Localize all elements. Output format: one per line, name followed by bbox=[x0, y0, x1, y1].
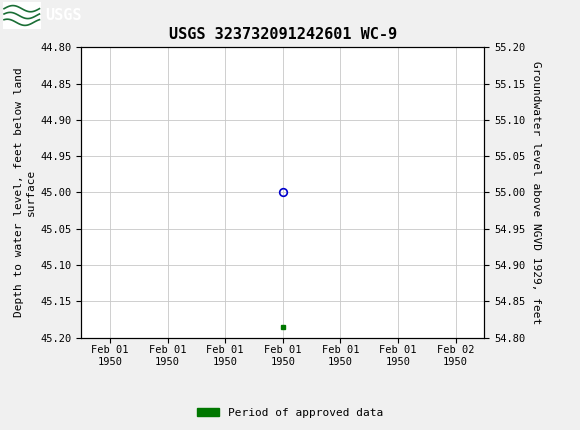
Y-axis label: Depth to water level, feet below land
surface: Depth to water level, feet below land su… bbox=[14, 68, 36, 317]
Legend: Period of approved data: Period of approved data bbox=[193, 403, 387, 422]
Bar bbox=[3, 2, 41, 29]
Y-axis label: Groundwater level above NGVD 1929, feet: Groundwater level above NGVD 1929, feet bbox=[531, 61, 541, 324]
Title: USGS 323732091242601 WC-9: USGS 323732091242601 WC-9 bbox=[169, 27, 397, 42]
Text: USGS: USGS bbox=[45, 8, 82, 23]
